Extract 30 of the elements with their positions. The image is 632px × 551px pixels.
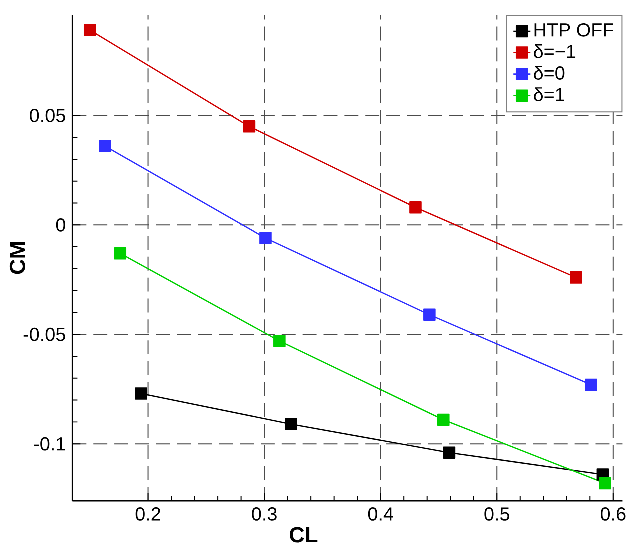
x-axis-title: CL — [290, 527, 318, 543]
y-tick-label: -0.1 — [34, 437, 66, 451]
point — [99, 140, 112, 152]
legend-label: δ=−1 — [534, 44, 576, 58]
x-tick-label: 0.2 — [136, 508, 160, 521]
point — [599, 477, 612, 490]
y-axis-title: CM — [10, 242, 26, 274]
point — [260, 232, 272, 244]
point — [437, 414, 450, 426]
point — [243, 120, 256, 133]
x-tick-label: 0.4 — [368, 508, 394, 521]
point — [84, 24, 96, 36]
legend-label: HTP OFF — [534, 23, 614, 37]
y-tick-label: 0.05 — [30, 108, 66, 122]
legend-label: δ=0 — [534, 66, 565, 80]
point — [585, 378, 598, 392]
point — [424, 308, 436, 322]
x-tick-label: 0.6 — [600, 508, 626, 521]
y-tick-label: -0.05 — [24, 328, 66, 342]
point — [443, 446, 456, 459]
point — [114, 247, 127, 260]
y-tick-label: 0 — [56, 218, 66, 232]
point — [570, 272, 582, 284]
legend-label: δ=1 — [534, 88, 564, 102]
point — [285, 418, 298, 431]
x-tick-label: 0.5 — [484, 508, 510, 521]
point — [410, 201, 422, 214]
point — [135, 388, 148, 400]
x-tick-label: 0.3 — [252, 508, 277, 521]
point — [274, 335, 286, 348]
